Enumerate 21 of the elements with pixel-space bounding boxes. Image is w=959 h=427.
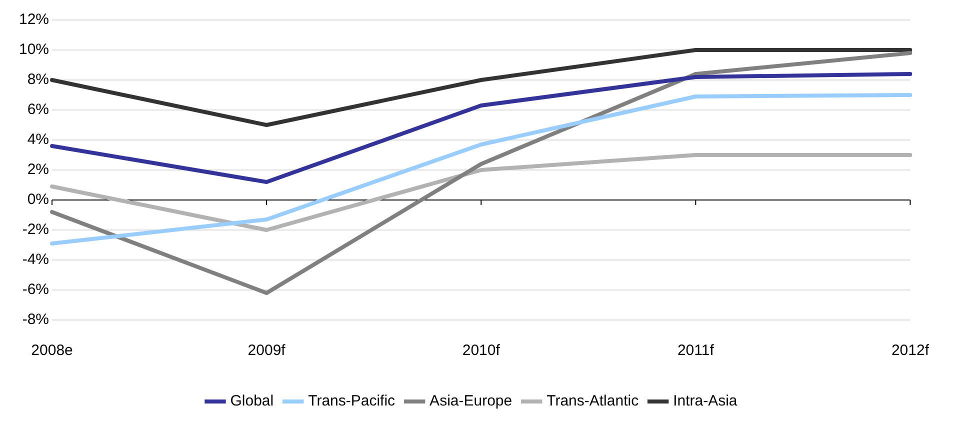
x-tick-label: 2008e (31, 342, 73, 360)
x-tick-label: 2011f (677, 342, 715, 360)
legend-label: Trans-Pacific (308, 392, 396, 410)
legend-label: Asia-Europe (430, 392, 512, 410)
x-tick-label: 2012f (891, 342, 930, 360)
y-tick-label: -8% (22, 311, 50, 328)
y-tick-label: -2% (22, 221, 50, 238)
y-tick-label: 12% (18, 11, 50, 28)
y-tick-label: 2% (27, 161, 50, 178)
y-tick-label: -4% (22, 251, 50, 268)
legend-label: Global (230, 392, 274, 410)
y-tick-label: 10% (18, 41, 50, 58)
x-tick-label: 2010f (462, 342, 501, 360)
x-tick-label: 2009f (248, 342, 286, 360)
legend-label: Trans-Atlantic (546, 392, 640, 410)
y-tick-label: -6% (22, 281, 50, 298)
y-tick-label: 0% (27, 191, 50, 208)
y-tick-label: 4% (27, 131, 50, 148)
legend-label: Intra-Asia (673, 392, 738, 410)
y-tick-label: 6% (27, 101, 50, 118)
y-tick-label: 8% (27, 71, 50, 88)
